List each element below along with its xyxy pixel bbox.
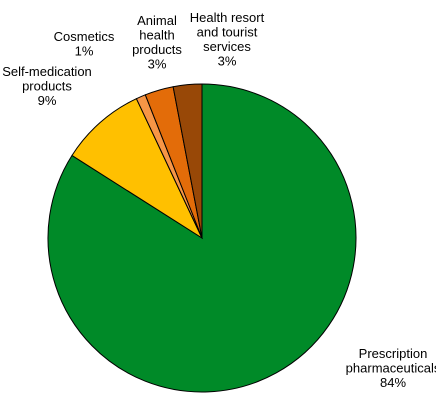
slice-label-self-medication-products: Self-medication products 9% (2, 64, 92, 108)
slice-label-health-resort-and-tourist-services: Health resort and tourist services 3% (190, 10, 265, 69)
slice-label-cosmetics: Cosmetics 1% (54, 29, 115, 59)
pie-labels: Prescription pharmaceuticals 84% Self-medic… (2, 10, 436, 390)
slice-label-prescription-pharmaceuticals: Prescription pharmaceuticals 84% (346, 346, 436, 390)
slice-label-animal-health-products: Animal health products 3% (132, 13, 182, 72)
pie-slice-self-medication-products (71, 97, 204, 240)
pie-slice-health-resort-and-tourist-services (172, 83, 203, 239)
pie-slices (47, 83, 357, 393)
